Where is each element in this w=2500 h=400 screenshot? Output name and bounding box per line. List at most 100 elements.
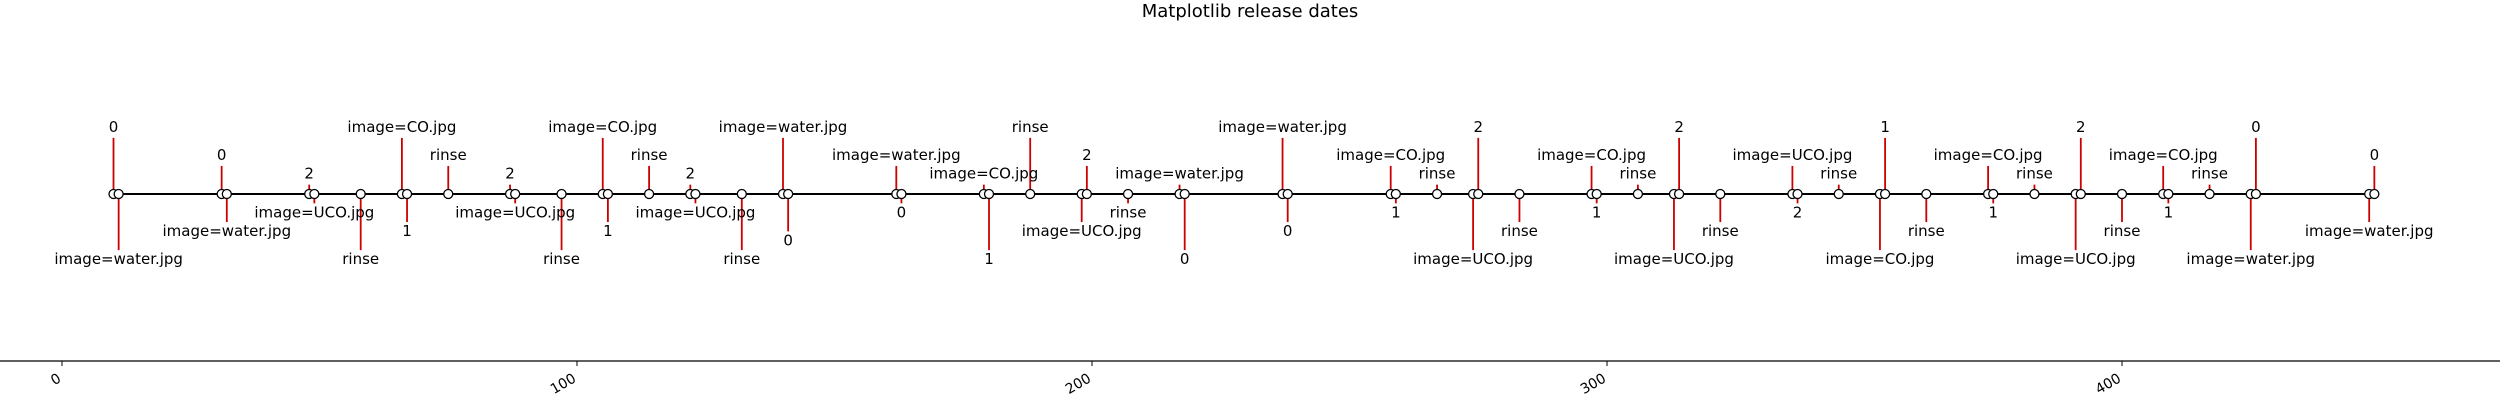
event-label-32: 0 xyxy=(1283,222,1293,240)
event-label-49: 1 xyxy=(1880,118,1890,136)
event-marker-50 xyxy=(1921,188,1932,200)
x-tick-label-4: 400 xyxy=(2093,371,2124,398)
event-label-10: 2 xyxy=(505,165,515,183)
event-marker-47 xyxy=(1833,188,1844,200)
event-marker-58 xyxy=(2163,188,2174,200)
event-marker-1 xyxy=(113,188,124,200)
stem-group xyxy=(112,137,2376,251)
event-marker-6 xyxy=(355,188,366,200)
event-marker-12 xyxy=(556,188,567,200)
event-marker-3 xyxy=(221,188,232,200)
event-marker-59 xyxy=(2204,188,2215,200)
event-marker-11 xyxy=(510,188,521,200)
event-label-13: image=CO.jpg xyxy=(548,118,657,136)
event-marker-14 xyxy=(602,188,614,200)
event-label-20: 0 xyxy=(783,231,793,249)
event-marker-24 xyxy=(983,188,995,200)
event-marker-61 xyxy=(2250,188,2262,200)
event-label-55: 2 xyxy=(2076,118,2086,136)
event-label-46: 2 xyxy=(1793,203,1803,221)
event-label-15: rinse xyxy=(631,146,668,164)
event-label-7: image=CO.jpg xyxy=(347,118,456,136)
event-marker-5 xyxy=(309,188,320,200)
event-marker-17 xyxy=(690,188,701,200)
event-label-2: 0 xyxy=(217,146,227,164)
event-marker-41 xyxy=(1632,188,1644,200)
event-marker-30 xyxy=(1179,188,1190,200)
event-label-63: 0 xyxy=(2370,146,2380,164)
event-marker-38 xyxy=(1514,188,1525,200)
event-marker-56 xyxy=(2116,188,2128,200)
event-label-0: 0 xyxy=(109,118,119,136)
event-label-34: 1 xyxy=(1391,203,1401,221)
event-label-group: 0 image=water.jpg 0 image=water.jpg 2 image=U… xyxy=(54,118,2433,268)
event-marker-35 xyxy=(1431,188,1443,200)
event-label-6: rinse xyxy=(342,250,379,268)
event-label-17: image=UCO.jpg xyxy=(635,203,755,221)
event-label-44: rinse xyxy=(1702,222,1739,240)
x-tick-label-3: 300 xyxy=(1578,371,1609,398)
event-label-43: 2 xyxy=(1674,118,1684,136)
event-marker-55 xyxy=(2075,188,2086,200)
event-marker-63 xyxy=(2369,188,2380,200)
event-label-27: 2 xyxy=(1082,146,1092,164)
event-label-8: 1 xyxy=(402,222,412,240)
event-label-16: 2 xyxy=(686,165,696,183)
chart-title: Matplotlib release dates xyxy=(1142,1,1359,22)
event-label-5: image=UCO.jpg xyxy=(254,203,374,221)
event-label-29: image=water.jpg xyxy=(1115,165,1244,183)
event-marker-40 xyxy=(1591,188,1602,200)
event-label-61: 0 xyxy=(2251,118,2261,136)
x-axis-ticks: 0 100 200 300 400 xyxy=(48,361,2124,398)
event-label-52: 1 xyxy=(1988,203,1998,221)
event-label-26: image=UCO.jpg xyxy=(1022,222,1142,240)
event-label-9: rinse xyxy=(430,146,467,164)
event-label-18: rinse xyxy=(723,250,760,268)
event-label-25: rinse xyxy=(1012,118,1049,136)
event-label-11: image=UCO.jpg xyxy=(455,203,575,221)
event-marker-34 xyxy=(1390,188,1401,200)
event-label-40: 1 xyxy=(1592,203,1602,221)
event-marker-25 xyxy=(1025,188,1036,200)
event-label-57: image=CO.jpg xyxy=(2109,146,2218,164)
event-label-24: 1 xyxy=(984,250,994,268)
marker-group xyxy=(108,188,2380,200)
event-label-47: rinse xyxy=(1820,165,1857,183)
event-label-53: rinse xyxy=(2016,165,2053,183)
event-label-3: image=water.jpg xyxy=(162,222,291,240)
event-label-4: 2 xyxy=(304,165,314,183)
event-marker-43 xyxy=(1673,188,1685,200)
event-marker-9 xyxy=(443,188,454,200)
event-label-30: 0 xyxy=(1180,250,1190,268)
event-label-1: image=water.jpg xyxy=(54,250,183,268)
event-label-45: image=UCO.jpg xyxy=(1732,146,1852,164)
event-marker-28 xyxy=(1122,188,1134,200)
event-label-37: 2 xyxy=(1473,118,1483,136)
event-label-59: rinse xyxy=(2191,165,2228,183)
event-marker-44 xyxy=(1715,188,1726,200)
event-label-60: image=water.jpg xyxy=(2186,250,2315,268)
event-label-39: image=CO.jpg xyxy=(1537,146,1646,164)
event-label-51: image=CO.jpg xyxy=(1934,146,2043,164)
event-marker-8 xyxy=(401,188,413,200)
event-marker-15 xyxy=(643,188,655,200)
event-label-12: rinse xyxy=(543,250,580,268)
event-label-22: 0 xyxy=(897,203,907,221)
event-label-50: rinse xyxy=(1908,222,1945,240)
event-marker-22 xyxy=(896,188,907,200)
event-label-33: image=CO.jpg xyxy=(1336,146,1445,164)
x-tick-label-1: 100 xyxy=(548,371,579,398)
event-label-31: image=water.jpg xyxy=(1218,118,1347,136)
event-marker-27 xyxy=(1081,188,1092,200)
event-label-48: image=CO.jpg xyxy=(1825,250,1934,268)
event-label-41: rinse xyxy=(1619,165,1656,183)
event-marker-52 xyxy=(1988,188,1999,200)
event-marker-37 xyxy=(1473,188,1484,200)
event-marker-53 xyxy=(2029,188,2040,200)
event-label-35: rinse xyxy=(1419,165,1456,183)
event-label-28: rinse xyxy=(1110,203,1147,221)
event-label-58: 1 xyxy=(2164,203,2174,221)
event-label-42: image=UCO.jpg xyxy=(1614,250,1734,268)
event-label-19: image=water.jpg xyxy=(719,118,848,136)
